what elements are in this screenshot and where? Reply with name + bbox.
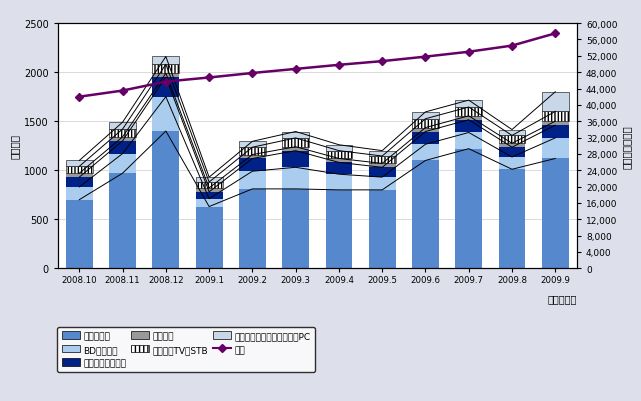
Bar — [499, 144, 526, 148]
Bar — [66, 178, 93, 187]
Bar — [66, 167, 93, 174]
Bar — [412, 128, 439, 132]
Bar — [412, 113, 439, 119]
Bar — [542, 93, 569, 112]
Bar — [282, 189, 309, 269]
Bar — [369, 178, 395, 190]
Bar — [369, 157, 395, 164]
Bar — [412, 145, 439, 161]
Bar — [66, 174, 93, 178]
Bar — [66, 187, 93, 200]
Bar — [66, 161, 93, 167]
Bar — [326, 159, 353, 163]
Y-axis label: （千台）: （千台） — [10, 134, 20, 159]
Y-axis label: （累計・千台）: （累計・千台） — [622, 125, 631, 168]
Bar — [455, 108, 482, 117]
Bar — [153, 57, 179, 65]
Bar — [455, 101, 482, 108]
Bar — [153, 78, 179, 97]
Bar — [326, 175, 353, 190]
Bar — [153, 74, 179, 78]
Bar — [412, 119, 439, 128]
Bar — [282, 151, 309, 168]
Bar — [239, 189, 266, 269]
Bar — [499, 136, 526, 144]
Bar — [369, 190, 395, 269]
Bar — [153, 65, 179, 74]
Bar — [153, 97, 179, 132]
Bar — [66, 200, 93, 269]
Legend: 薄型テレビ, BDレコーダ, デジタルレコーダ, チューナ, ケーブルTV用STB, 地上デジタルチューナ内蔵PC, 累計: 薄型テレビ, BDレコーダ, デジタルレコーダ, チューナ, ケーブルTV用ST… — [57, 327, 315, 372]
Bar — [326, 190, 353, 269]
Text: （年・月）: （年・月） — [547, 293, 577, 303]
Bar — [455, 133, 482, 149]
Bar — [542, 126, 569, 138]
Bar — [542, 138, 569, 159]
Bar — [196, 182, 222, 188]
Bar — [499, 148, 526, 158]
Bar — [326, 151, 353, 159]
Bar — [239, 159, 266, 172]
Bar — [109, 130, 136, 138]
Bar — [239, 172, 266, 189]
Bar — [282, 147, 309, 151]
Bar — [153, 132, 179, 269]
Bar — [239, 142, 266, 148]
Bar — [109, 123, 136, 130]
Bar — [369, 151, 395, 157]
Bar — [109, 138, 136, 142]
Bar — [369, 168, 395, 178]
Bar — [412, 161, 439, 269]
Bar — [455, 149, 482, 269]
Bar — [499, 158, 526, 170]
Bar — [239, 148, 266, 155]
Bar — [196, 192, 222, 199]
Bar — [282, 132, 309, 138]
Bar — [455, 120, 482, 133]
Bar — [109, 142, 136, 154]
Bar — [499, 170, 526, 269]
Bar — [282, 138, 309, 147]
Bar — [196, 188, 222, 192]
Bar — [326, 146, 353, 151]
Bar — [109, 154, 136, 174]
Bar — [109, 174, 136, 269]
Bar — [455, 117, 482, 120]
Bar — [196, 199, 222, 207]
Bar — [542, 112, 569, 122]
Bar — [282, 168, 309, 189]
Bar — [412, 132, 439, 145]
Bar — [369, 164, 395, 168]
Bar — [542, 122, 569, 126]
Bar — [499, 130, 526, 136]
Bar — [326, 163, 353, 175]
Bar — [239, 155, 266, 159]
Bar — [196, 178, 222, 182]
Bar — [542, 159, 569, 269]
Bar — [196, 207, 222, 269]
